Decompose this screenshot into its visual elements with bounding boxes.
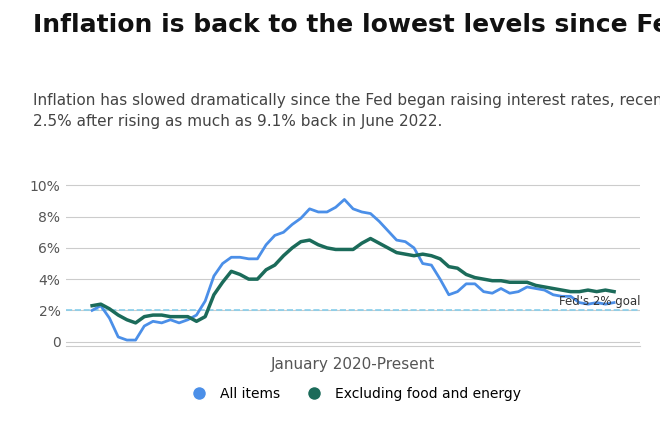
Legend: All items, Excluding food and energy: All items, Excluding food and energy [180, 382, 527, 407]
X-axis label: January 2020-Present: January 2020-Present [271, 357, 436, 373]
Text: Inflation is back to the lowest levels since February 2021: Inflation is back to the lowest levels s… [33, 13, 660, 37]
Text: Inflation has slowed dramatically since the Fed began raising interest rates, re: Inflation has slowed dramatically since … [33, 93, 660, 129]
Text: Fed's 2% goal: Fed's 2% goal [559, 294, 640, 308]
